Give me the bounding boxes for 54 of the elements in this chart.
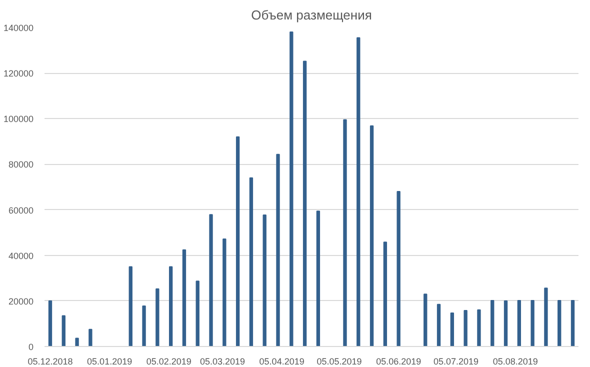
x-tick-label: 05.12.2018 [28,356,73,366]
bar [209,214,213,346]
bar [156,288,160,346]
bar [436,304,441,346]
y-tick-label: 40000 [8,250,34,261]
bar [343,119,347,346]
bar [128,266,132,346]
bar [517,300,522,346]
bar [182,249,186,346]
bar [48,300,52,346]
bar [490,300,494,346]
x-tick-label: 05.01.2019 [87,356,132,366]
bar [302,60,307,346]
bar [504,300,508,346]
bar [62,315,66,346]
bar [424,294,428,346]
bar [75,338,79,346]
bar [356,37,360,346]
y-tick-label: 100000 [3,114,34,124]
x-tick-label: 05.08.2019 [492,356,538,366]
y-tick-label: 80000 [8,160,34,170]
bar [477,309,481,346]
bar [276,154,280,346]
x-tick-label: 05.06.2019 [376,356,422,366]
bar [544,288,548,346]
x-tick-label: 05.04.2019 [259,356,304,366]
y-tick-label: 140000 [3,23,34,33]
y-tick-label: 120000 [3,68,34,79]
y-tick-label: 60000 [8,205,34,216]
bar [262,214,266,346]
bar [222,238,226,346]
y-tick-label: 0 [28,342,34,352]
bar [558,300,562,346]
bar [236,136,240,346]
bar [316,210,320,346]
chart-title: Объем размещения [251,8,372,22]
x-tick-label: 05.02.2019 [146,356,192,366]
bar [396,191,400,346]
x-tick-label: 05.03.2019 [200,356,246,366]
bar [168,266,173,346]
bar [88,328,92,346]
bar [370,125,374,346]
bar [249,177,254,346]
bar [383,242,388,346]
bar [196,280,200,346]
bar [570,300,575,346]
bar [450,312,454,346]
x-tick-label: 05.07.2019 [433,356,479,366]
x-tick-label: 05.05.2019 [316,356,362,366]
bar [530,300,534,346]
bar [142,305,146,346]
bar [290,32,294,346]
bar [464,310,468,346]
y-tick-label: 20000 [8,296,34,306]
